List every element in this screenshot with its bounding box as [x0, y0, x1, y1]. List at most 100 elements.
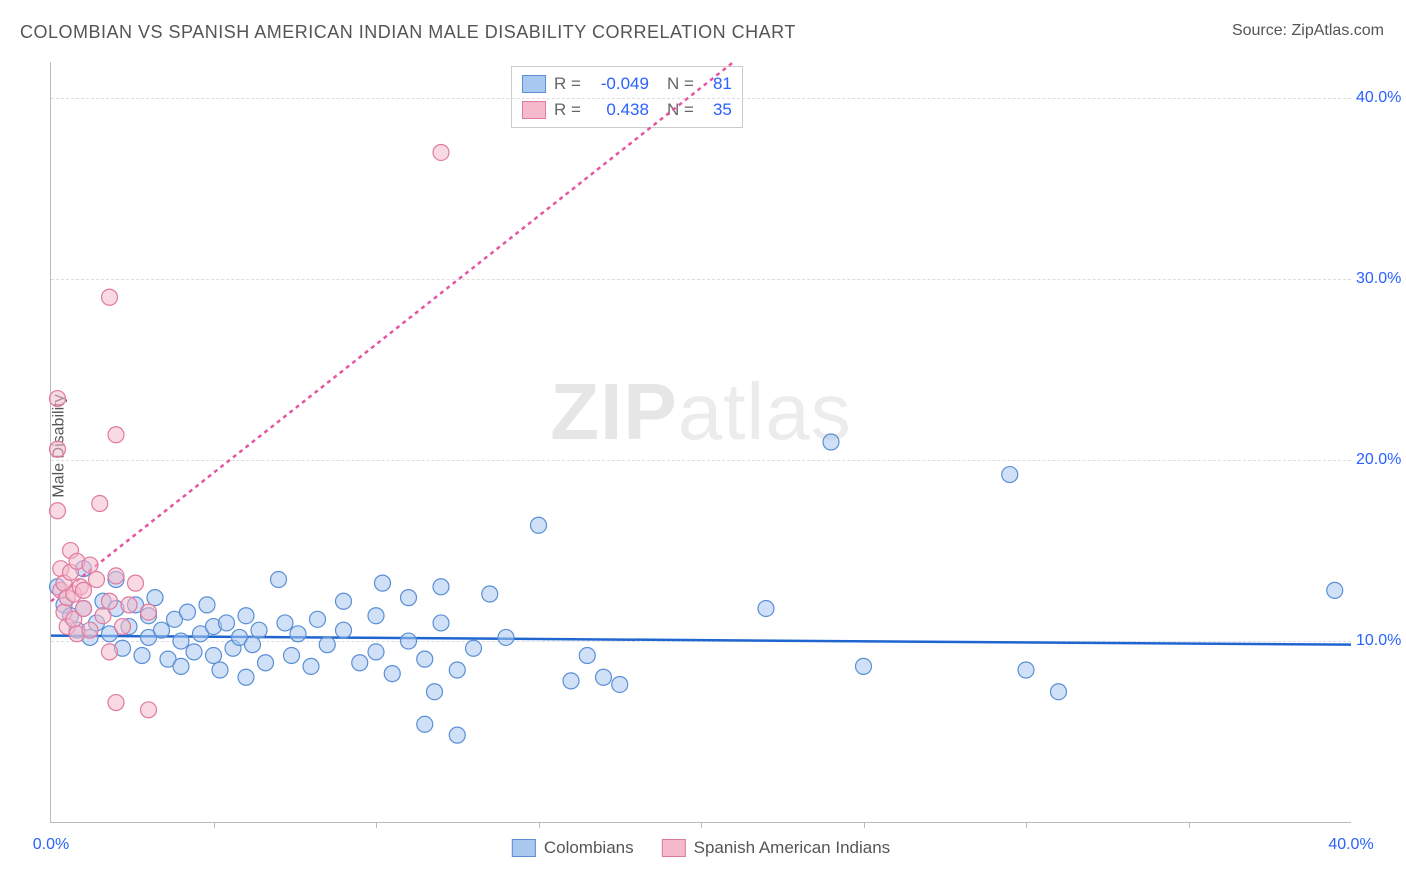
legend-swatch — [662, 839, 686, 857]
y-tick-label: 20.0% — [1356, 451, 1406, 469]
data-point — [82, 622, 98, 638]
x-tick — [1026, 822, 1027, 828]
data-point — [115, 619, 131, 635]
data-point — [612, 676, 628, 692]
data-point — [856, 658, 872, 674]
data-point — [219, 615, 235, 631]
data-point — [531, 517, 547, 533]
data-point — [154, 622, 170, 638]
legend-item: Colombians — [512, 838, 634, 858]
data-point — [401, 633, 417, 649]
data-point — [258, 655, 274, 671]
x-tick-label: 40.0% — [1328, 836, 1373, 854]
trend-line — [51, 62, 734, 601]
x-tick-label: 0.0% — [33, 836, 69, 854]
legend-swatch — [512, 839, 536, 857]
data-point — [427, 684, 443, 700]
data-point — [277, 615, 293, 631]
data-point — [92, 496, 108, 512]
data-point — [401, 590, 417, 606]
data-point — [212, 662, 228, 678]
legend-item: Spanish American Indians — [662, 838, 891, 858]
data-point — [319, 637, 335, 653]
data-point — [368, 644, 384, 660]
data-point — [245, 637, 261, 653]
data-point — [102, 644, 118, 660]
data-point — [147, 590, 163, 606]
y-tick-label: 10.0% — [1356, 632, 1406, 650]
data-point — [50, 441, 66, 457]
data-point — [1051, 684, 1067, 700]
series-legend: Colombians Spanish American Indians — [512, 838, 890, 858]
chart-title: COLOMBIAN VS SPANISH AMERICAN INDIAN MAL… — [20, 22, 796, 43]
data-point — [417, 716, 433, 732]
x-tick — [376, 822, 377, 828]
data-point — [50, 391, 66, 407]
data-point — [433, 615, 449, 631]
legend-label: Spanish American Indians — [694, 838, 891, 858]
data-point — [271, 572, 287, 588]
x-tick — [864, 822, 865, 828]
data-point — [336, 622, 352, 638]
data-point — [76, 600, 92, 616]
data-point — [141, 604, 157, 620]
data-point — [102, 593, 118, 609]
data-point — [433, 144, 449, 160]
data-point — [375, 575, 391, 591]
data-point — [134, 648, 150, 664]
data-point — [758, 600, 774, 616]
source-attribution: Source: ZipAtlas.com — [1232, 22, 1384, 40]
data-point — [482, 586, 498, 602]
data-point — [336, 593, 352, 609]
data-point — [238, 669, 254, 685]
data-point — [579, 648, 595, 664]
data-point — [121, 597, 137, 613]
data-point — [498, 629, 514, 645]
data-point — [173, 658, 189, 674]
chart-svg — [51, 62, 1351, 822]
x-tick — [214, 822, 215, 828]
data-point — [823, 434, 839, 450]
x-tick — [539, 822, 540, 828]
data-point — [1018, 662, 1034, 678]
data-point — [1327, 582, 1343, 598]
data-point — [108, 427, 124, 443]
data-point — [563, 673, 579, 689]
data-point — [251, 622, 267, 638]
data-point — [384, 666, 400, 682]
data-point — [449, 662, 465, 678]
data-point — [76, 582, 92, 598]
data-point — [108, 695, 124, 711]
y-tick-label: 30.0% — [1356, 270, 1406, 288]
data-point — [449, 727, 465, 743]
legend-label: Colombians — [544, 838, 634, 858]
x-tick — [701, 822, 702, 828]
data-point — [89, 572, 105, 588]
data-point — [303, 658, 319, 674]
data-point — [102, 289, 118, 305]
data-point — [417, 651, 433, 667]
data-point — [238, 608, 254, 624]
data-point — [1002, 467, 1018, 483]
data-point — [433, 579, 449, 595]
data-point — [310, 611, 326, 627]
x-tick — [1189, 822, 1190, 828]
data-point — [82, 557, 98, 573]
data-point — [596, 669, 612, 685]
data-point — [95, 608, 111, 624]
plot-area: ZIPatlas R =-0.049N =81R =0.438N =35 Col… — [50, 62, 1351, 823]
data-point — [173, 633, 189, 649]
data-point — [128, 575, 144, 591]
data-point — [290, 626, 306, 642]
data-point — [186, 644, 202, 660]
data-point — [108, 568, 124, 584]
data-point — [284, 648, 300, 664]
data-point — [180, 604, 196, 620]
data-point — [368, 608, 384, 624]
data-point — [141, 702, 157, 718]
data-point — [199, 597, 215, 613]
y-tick-label: 40.0% — [1356, 89, 1406, 107]
data-point — [50, 503, 66, 519]
data-point — [206, 648, 222, 664]
data-point — [352, 655, 368, 671]
